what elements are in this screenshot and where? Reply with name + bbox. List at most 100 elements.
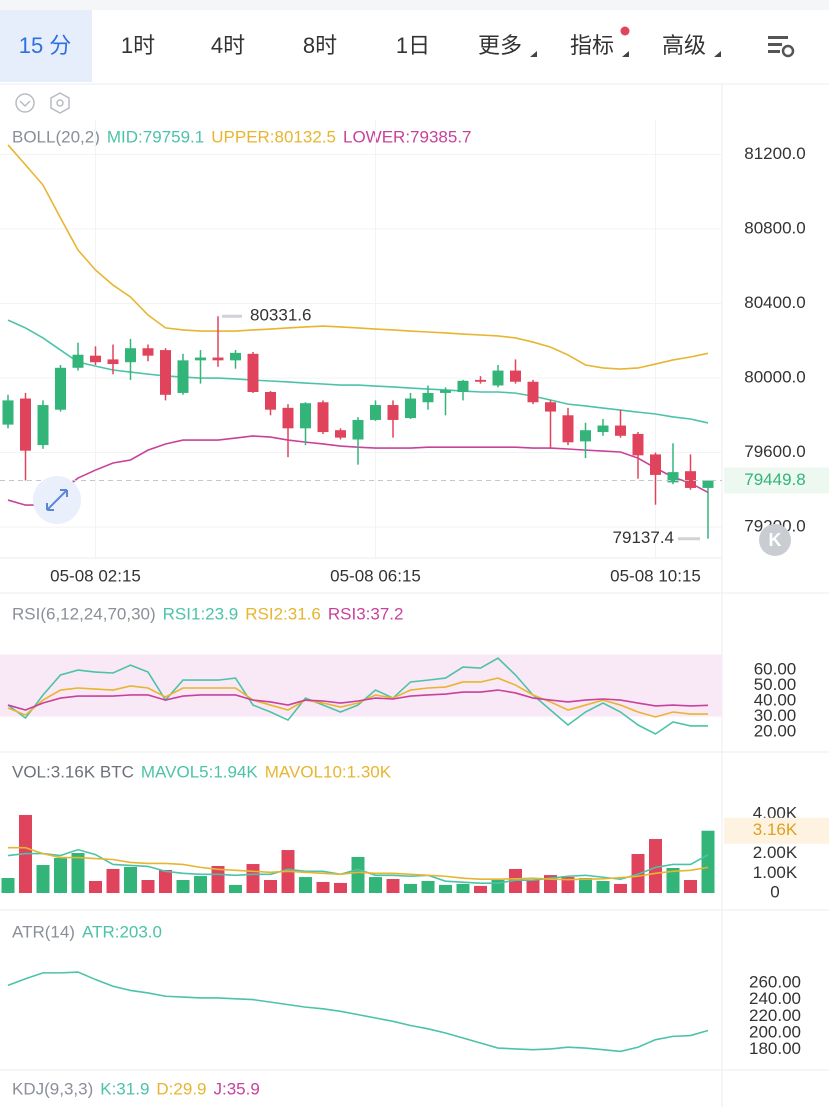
tab[interactable]: 1日 — [396, 33, 430, 58]
candle-body — [265, 392, 276, 410]
price-box — [724, 467, 829, 494]
candle-body — [72, 354, 84, 368]
candle-body — [580, 430, 591, 442]
legend-item: RSI(6,12,24,70,30) — [12, 604, 156, 623]
volume-bar — [369, 877, 382, 893]
candle-body — [475, 379, 486, 382]
legend-item: MAVOL5:1.94K — [141, 762, 259, 781]
volume-bar — [141, 879, 155, 893]
candle-body — [457, 380, 469, 393]
candle-body — [510, 370, 521, 382]
volume-bar — [596, 880, 610, 893]
y-tick-label: 200.00 — [749, 1023, 801, 1042]
volume-bar — [299, 877, 312, 893]
reset-button[interactable] — [759, 524, 791, 556]
volume-bar — [1, 878, 15, 893]
volume-bar — [474, 885, 487, 893]
dropdown-marker — [530, 51, 537, 57]
volume-bar — [36, 865, 50, 893]
candle-body — [317, 402, 329, 433]
rsi-band — [0, 654, 722, 717]
chart-layer: BOLL(20,2) MID:79759.1 UPPER:80132.5 LOWER:… — [0, 120, 829, 1098]
volume-label: 3.16K — [753, 820, 798, 839]
indicator-line — [7, 319, 709, 424]
settings-icon[interactable] — [768, 36, 795, 58]
icon-bar — [768, 50, 780, 53]
candle-body — [90, 355, 101, 363]
tab[interactable]: 更多 — [478, 33, 522, 58]
volume-bar — [176, 879, 190, 893]
volume-bar — [124, 866, 137, 893]
volume-bar — [194, 876, 207, 893]
y-tick-label: 180.00 — [749, 1039, 801, 1058]
tab[interactable]: 8时 — [303, 33, 337, 58]
candle-body — [352, 419, 364, 440]
icon-bar — [768, 36, 788, 39]
y-tick-label: 80400.0 — [744, 293, 805, 312]
candle-body — [597, 425, 609, 433]
tab[interactable]: 高级 — [662, 33, 706, 58]
indicator-line — [7, 971, 709, 1053]
icon-bar — [768, 43, 782, 46]
legend-item: ATR(14) — [12, 922, 75, 941]
candle-body — [562, 415, 574, 443]
candle-body — [387, 405, 399, 420]
candle-body — [142, 348, 154, 356]
candle-body — [20, 398, 31, 451]
legend-item: RSI3:37.2 — [328, 604, 404, 623]
volume-box — [724, 817, 829, 844]
indicator-line — [7, 144, 709, 370]
indicator-line — [8, 846, 709, 881]
legend-item: BOLL(20,2) — [12, 127, 100, 146]
tab[interactable]: 指标 — [570, 33, 614, 58]
collapse-icon[interactable] — [15, 93, 35, 113]
y-tick-label: 80000.0 — [744, 368, 805, 387]
settings-hex[interactable] — [50, 92, 70, 114]
candle-body — [527, 381, 539, 403]
legend-item: LOWER:79385.7 — [343, 127, 472, 146]
notice-dot — [620, 26, 630, 36]
candle-body — [685, 471, 696, 488]
time-label: 05-08 02:15 — [50, 566, 141, 585]
candle-body — [702, 480, 714, 488]
volume-bar — [649, 839, 662, 893]
tab[interactable]: 1时 — [121, 33, 155, 58]
tab[interactable]: 15 分 — [19, 33, 72, 58]
candle-body — [632, 433, 644, 456]
candle-body — [282, 407, 294, 429]
y-tick-label: 79600.0 — [744, 442, 805, 461]
volume-bar — [316, 881, 330, 893]
volume-bar — [246, 864, 260, 893]
y-tick-label: 2.00K — [753, 843, 798, 862]
candle-body — [650, 454, 661, 475]
y-tick-label: 260.00 — [749, 972, 801, 991]
status-strip — [0, 0, 829, 10]
tab[interactable]: 4时 — [211, 33, 245, 58]
time-label: 05-08 06:15 — [330, 566, 421, 585]
volume-bar — [614, 883, 627, 893]
candle-body — [177, 360, 189, 393]
volume-bar — [54, 857, 67, 893]
candle-body — [335, 430, 346, 438]
legend-item: UPPER:80132.5 — [211, 127, 336, 146]
candle-body — [2, 400, 14, 425]
indicator-line — [7, 689, 709, 711]
legend-item: ATR:203.0 — [82, 922, 162, 941]
candle-body — [230, 352, 241, 361]
collapse-chevron — [19, 100, 31, 108]
y-tick-label: 40.00 — [754, 691, 797, 710]
volume-bar — [264, 879, 277, 893]
candle-body — [247, 353, 259, 393]
legend-item: RSI1:23.9 — [163, 604, 239, 623]
volume-bar — [421, 880, 435, 893]
volume-bar — [684, 879, 697, 893]
volume-bar — [106, 868, 120, 893]
settings-hex-dot — [56, 99, 64, 107]
indicator-line — [7, 657, 708, 735]
candle-body — [667, 472, 679, 483]
candle-body — [125, 348, 136, 363]
volume-bar — [229, 884, 242, 893]
candle-body — [300, 403, 311, 429]
y-tick-label: 1.00K — [753, 863, 798, 882]
